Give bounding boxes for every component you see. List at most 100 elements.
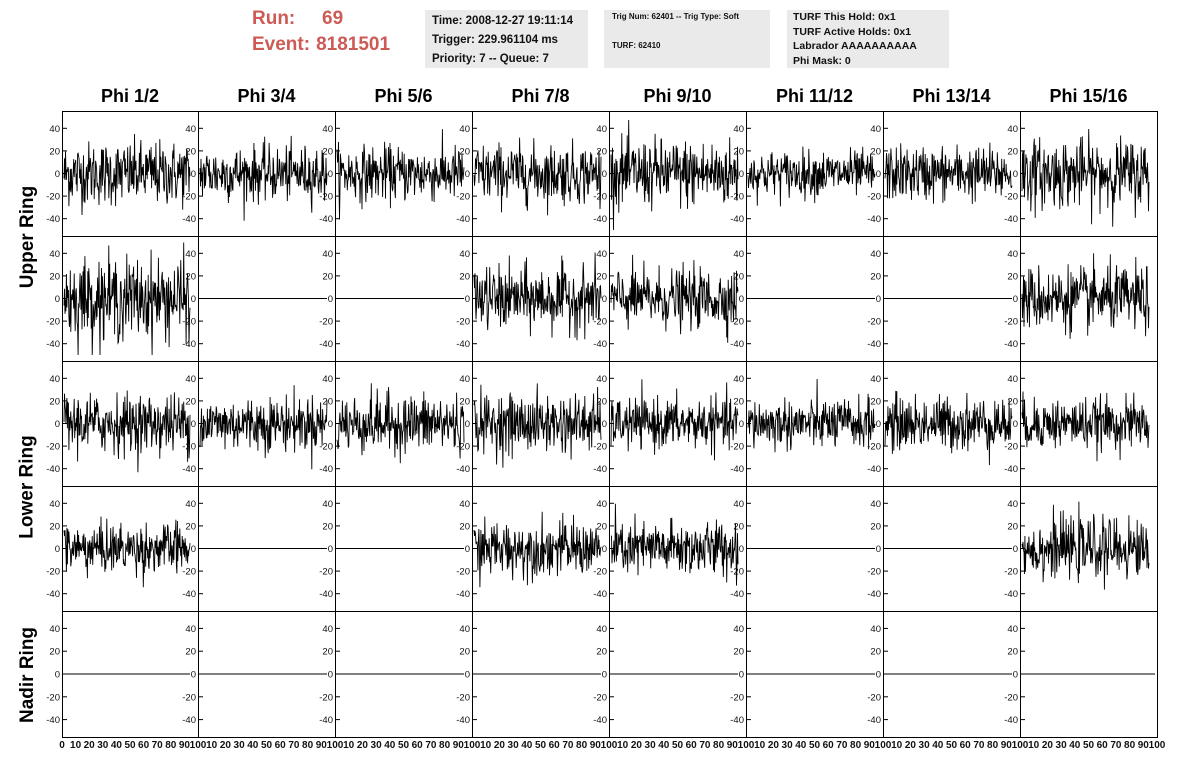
y-tick-label: -40 [456,214,470,225]
x-tick-label: 60 [960,740,972,751]
panel-frame [472,611,610,738]
x-tick-label: 80 [850,740,862,751]
y-tick-label: 0 [739,294,744,305]
y-tick-label: 20 [322,146,333,157]
x-tick-label: 70 [973,740,985,751]
y-tick-label: -40 [1004,464,1018,475]
waveform-trace [336,383,465,464]
y-tick-label: -20 [319,442,333,453]
x-tick-label: 40 [658,740,670,751]
y-tick-label: 0 [328,544,333,555]
x-tick-label: 80 [165,740,177,751]
y-tick-label: -40 [46,464,60,475]
y-tick-label: 40 [733,624,744,635]
y-tick-label: -20 [182,442,196,453]
y-tick-label: -20 [319,692,333,703]
y-tick-label: 20 [870,396,881,407]
y-tick-label: -20 [867,442,881,453]
x-tick-label: 30 [645,740,657,751]
y-tick-label: -20 [867,567,881,578]
y-tick-label: 0 [739,544,744,555]
column-header: Phi 11/12 [775,86,854,106]
x-tick-label: 100 [1149,740,1166,751]
y-tick-label: 40 [459,624,470,635]
x-tick-label: 50 [946,740,958,751]
x-tick-label: 60 [412,740,424,751]
y-tick-label: 40 [1007,124,1018,135]
y-tick-label: 0 [739,169,744,180]
y-tick-label: -20 [867,192,881,203]
y-tick-label: 0 [55,419,60,430]
x-tick-label: 100 [464,740,481,751]
y-tick-label: -20 [319,567,333,578]
x-tick-label: 30 [1056,740,1068,751]
column-header: Phi 9/10 [643,86,712,106]
x-tick-label: 90 [727,740,739,751]
x-tick-label: 40 [247,740,259,751]
y-tick-label: 20 [733,521,744,532]
column-header: Phi 5/6 [374,86,433,106]
y-tick-label: -20 [456,192,470,203]
y-tick-label: -40 [319,589,333,600]
y-tick-label: -40 [730,339,744,350]
waveform-trace [63,516,191,588]
y-tick-label: -40 [1004,715,1018,726]
y-tick-label: -20 [1004,442,1018,453]
y-tick-label: -40 [867,464,881,475]
x-tick-label: 10 [343,740,355,751]
panel-frame [62,611,199,738]
y-tick-label: -40 [182,589,196,600]
column-header: Phi 7/8 [511,86,570,106]
y-tick-label: -40 [46,214,60,225]
y-tick-label: 0 [739,419,744,430]
panel-frame [198,611,336,738]
waveform-trace [884,390,1013,466]
x-tick-label: 90 [1138,740,1150,751]
y-tick-label: -40 [593,464,607,475]
y-tick-label: 40 [596,624,607,635]
y-tick-label: 40 [870,499,881,510]
x-tick-label: 10 [1028,740,1040,751]
y-tick-label: 40 [49,499,60,510]
waveform-trace [199,135,328,221]
y-tick-label: 20 [459,271,470,282]
y-tick-label: 20 [596,647,607,658]
y-tick-label: 20 [185,271,196,282]
x-tick-label: 20 [220,740,232,751]
y-tick-label: 40 [1007,499,1018,510]
y-tick-label: -20 [182,317,196,328]
y-tick-label: 40 [459,124,470,135]
y-tick-label: -20 [1004,567,1018,578]
y-tick-label: 20 [870,647,881,658]
y-tick-label: -20 [46,192,60,203]
y-tick-label: 20 [459,396,470,407]
y-tick-label: -40 [319,715,333,726]
x-tick-label: 60 [1097,740,1109,751]
panel-frame [746,486,884,612]
y-tick-label: 40 [49,249,60,260]
waveform-trace [1021,501,1150,590]
y-tick-label: -20 [319,192,333,203]
x-tick-label: 50 [261,740,273,751]
y-tick-label: -40 [456,464,470,475]
y-tick-label: 20 [459,647,470,658]
x-tick-label: 60 [275,740,287,751]
y-tick-label: 20 [596,396,607,407]
x-tick-label: 10 [206,740,218,751]
y-tick-label: 20 [733,647,744,658]
x-tick-label: 30 [508,740,520,751]
y-tick-label: 40 [733,124,744,135]
y-tick-label: 20 [870,521,881,532]
y-tick-label: -40 [593,589,607,600]
y-tick-label: -40 [1004,589,1018,600]
y-tick-label: -20 [456,692,470,703]
y-tick-label: 20 [1007,647,1018,658]
y-tick-label: 0 [55,544,60,555]
y-tick-label: 0 [1013,419,1018,430]
y-tick-label: 20 [185,396,196,407]
x-tick-label: 70 [836,740,848,751]
y-tick-label: 0 [602,294,607,305]
y-tick-label: 0 [328,419,333,430]
phi-mask-text: Phi Mask: 0 [793,54,851,67]
waveform-trace [63,390,191,473]
